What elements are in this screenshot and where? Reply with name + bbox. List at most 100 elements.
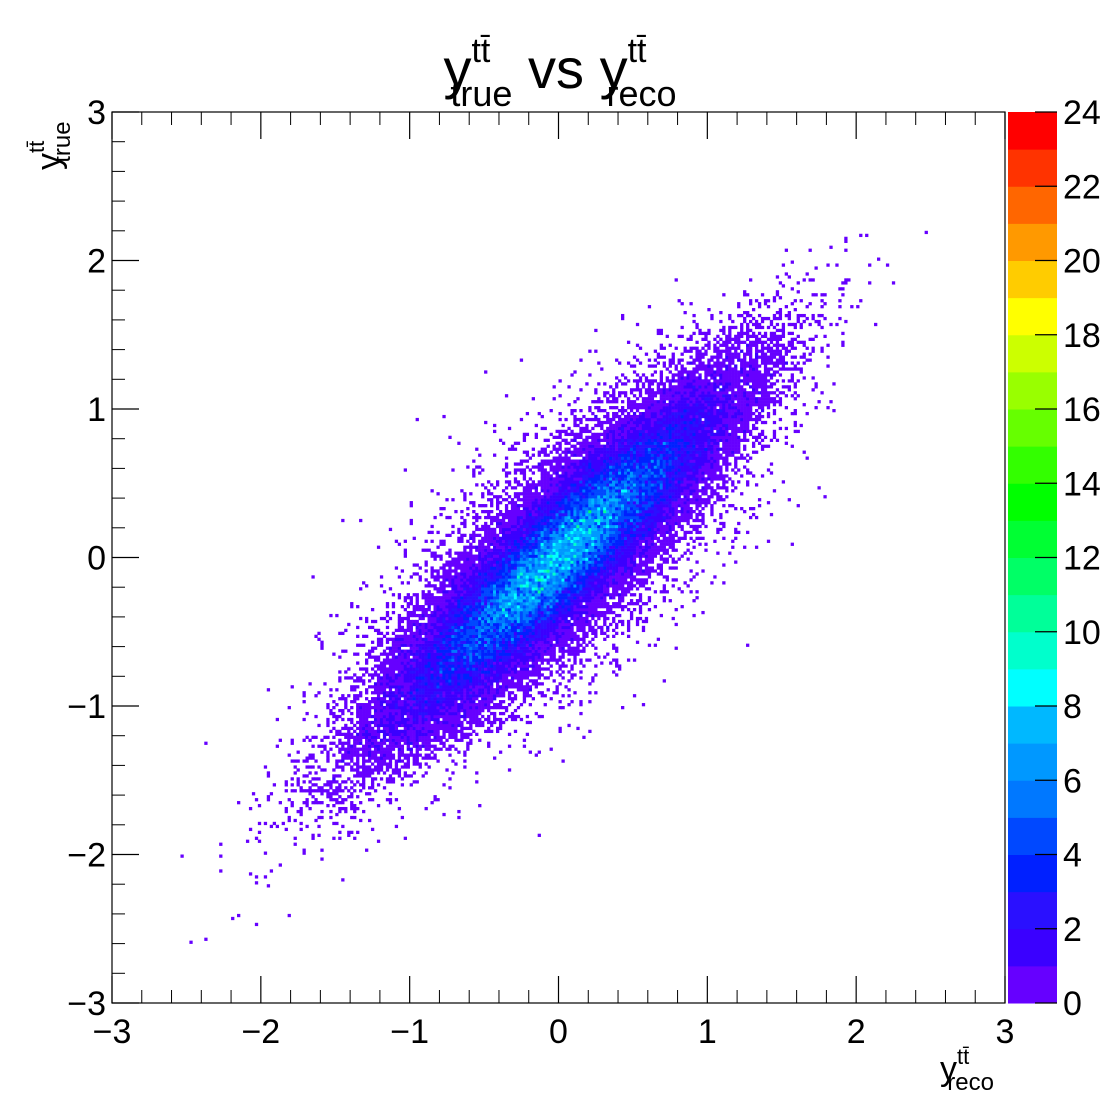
heatmap-cell <box>406 738 410 742</box>
heatmap-cell <box>463 726 467 731</box>
heatmap-cell <box>513 619 518 624</box>
heatmap-cell <box>504 554 509 558</box>
heatmap-cell <box>388 756 393 760</box>
heatmap-cell <box>478 548 482 552</box>
heatmap-cell <box>424 723 428 728</box>
heatmap-cell <box>510 682 515 686</box>
heatmap-cell <box>409 652 413 656</box>
heatmap-cell <box>370 619 375 624</box>
heatmap-cell <box>606 607 610 612</box>
heatmap-cell <box>504 682 509 686</box>
heatmap-cell <box>403 643 407 647</box>
heatmap-cell <box>501 661 506 665</box>
heatmap-cell <box>424 679 428 683</box>
heatmap-cell <box>388 649 393 653</box>
heatmap-cell <box>457 688 461 692</box>
heatmap-cell <box>362 774 366 778</box>
heatmap-cell <box>406 714 410 719</box>
heatmap-cell <box>579 560 583 564</box>
heatmap-cell <box>493 697 497 701</box>
heatmap-cell <box>445 685 449 689</box>
heatmap-cell <box>531 661 535 665</box>
heatmap-cell <box>365 759 369 763</box>
heatmap-cell <box>311 777 315 781</box>
heatmap-cell <box>451 735 455 739</box>
heatmap-cell <box>353 750 357 754</box>
heatmap-cell <box>519 676 524 680</box>
heatmap-cell <box>573 590 577 594</box>
heatmap-cell <box>365 735 369 739</box>
heatmap-cell <box>591 581 595 585</box>
heatmap-cell <box>254 922 259 927</box>
heatmap-cell <box>448 551 452 555</box>
heatmap-cell <box>629 575 634 579</box>
heatmap-cell <box>481 625 485 630</box>
heatmap-cell <box>463 569 467 573</box>
heatmap-cell <box>567 584 571 588</box>
heatmap-cell <box>501 652 506 656</box>
heatmap-cell <box>493 622 497 627</box>
heatmap-cell <box>433 569 437 573</box>
heatmap-cell <box>356 726 360 731</box>
heatmap-cell <box>424 610 428 615</box>
heatmap-cell <box>436 747 440 751</box>
heatmap-cell <box>400 815 405 820</box>
heatmap-cell <box>594 610 598 615</box>
heatmap-cell <box>567 610 571 615</box>
heatmap-cell <box>433 649 437 653</box>
heatmap-cell <box>472 605 476 609</box>
heatmap-cell <box>373 747 378 751</box>
heatmap-cell <box>341 789 345 793</box>
heatmap-cell <box>460 655 464 659</box>
heatmap-cell <box>662 590 666 594</box>
heatmap-cell <box>412 563 416 567</box>
heatmap-cell <box>433 607 437 612</box>
heatmap-cell <box>537 714 541 719</box>
heatmap-cell <box>293 818 297 823</box>
heatmap-cell <box>472 581 476 585</box>
heatmap-cell <box>460 664 464 668</box>
heatmap-cell <box>469 607 473 612</box>
heatmap-cell <box>615 664 619 668</box>
heatmap-cell <box>567 607 571 612</box>
heatmap-cell <box>495 542 500 546</box>
heatmap-cell <box>498 634 503 638</box>
heatmap-cell <box>353 768 357 772</box>
heatmap-cell <box>609 551 613 555</box>
heatmap-cell <box>454 679 458 683</box>
heatmap-cell <box>501 637 506 641</box>
heatmap-cell <box>528 634 533 638</box>
heatmap-cell <box>632 658 637 662</box>
heatmap-cell <box>585 602 589 606</box>
heatmap-cell <box>522 625 527 630</box>
heatmap-cell <box>653 569 658 573</box>
heatmap-cell <box>564 593 568 597</box>
heatmap-cell <box>588 545 592 549</box>
heatmap-cell <box>353 700 357 704</box>
heatmap-cell <box>513 667 518 671</box>
heatmap-cell <box>629 557 634 561</box>
heatmap-cell <box>549 664 553 668</box>
heatmap-cell <box>647 554 652 558</box>
heatmap-cell <box>418 676 422 680</box>
heatmap-cell <box>388 691 393 695</box>
heatmap-cell <box>356 795 360 799</box>
heatmap-cell <box>516 634 521 638</box>
heatmap-cell <box>394 691 399 695</box>
heatmap-cell <box>454 587 458 591</box>
heatmap-cell <box>451 593 455 597</box>
heatmap-cell <box>629 572 634 576</box>
heatmap-cell <box>519 575 524 579</box>
heatmap-cell <box>632 569 637 573</box>
heatmap-cell <box>427 607 431 612</box>
heatmap-cell <box>457 599 461 603</box>
heatmap-cell <box>400 679 405 683</box>
heatmap-cell <box>409 599 413 603</box>
heatmap-cell <box>564 542 568 546</box>
heatmap-cell <box>525 720 530 725</box>
heatmap-cell <box>555 560 559 564</box>
heatmap-cell <box>320 643 324 647</box>
heatmap-cell <box>424 628 428 633</box>
heatmap-cell <box>391 732 396 736</box>
heatmap-cell <box>403 607 407 612</box>
